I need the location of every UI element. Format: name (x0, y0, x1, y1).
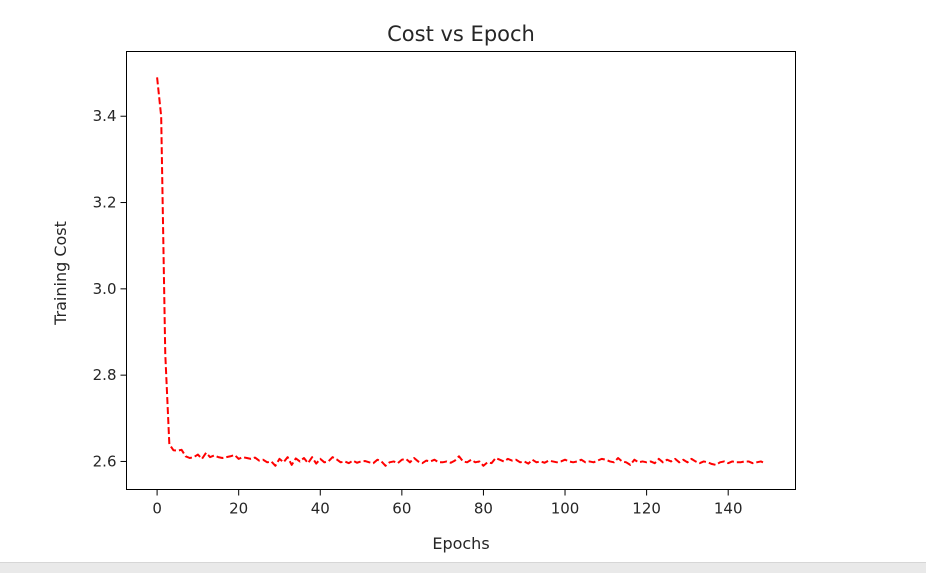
x-tick-label: 20 (229, 500, 248, 518)
plot-frame (126, 51, 796, 490)
x-tick-label: 100 (551, 500, 580, 518)
x-tick-label: 80 (474, 500, 493, 518)
y-tick-label: 2.8 (93, 366, 117, 384)
y-tick-label: 2.6 (93, 452, 117, 470)
x-axis-label: Epochs (432, 534, 489, 553)
x-tick-label: 0 (152, 500, 162, 518)
ticks: 0 20 40 60 80 100 120 140 2.6 2.8 3.0 3.2 3.4 (93, 107, 743, 517)
x-tick-label: 40 (311, 500, 330, 518)
x-tick-label: 60 (392, 500, 411, 518)
y-tick-label: 3.0 (93, 280, 117, 298)
x-tick-label: 120 (632, 500, 661, 518)
chart-title: Cost vs Epoch (387, 22, 535, 46)
window-bottom-strip (0, 562, 926, 573)
series-line (156, 77, 766, 467)
y-tick-label: 3.4 (93, 107, 117, 125)
y-axis-label: Training Cost (51, 221, 70, 326)
x-tick-label: 140 (714, 500, 743, 518)
y-tick-label: 3.2 (93, 194, 117, 212)
series-layer (156, 77, 766, 467)
